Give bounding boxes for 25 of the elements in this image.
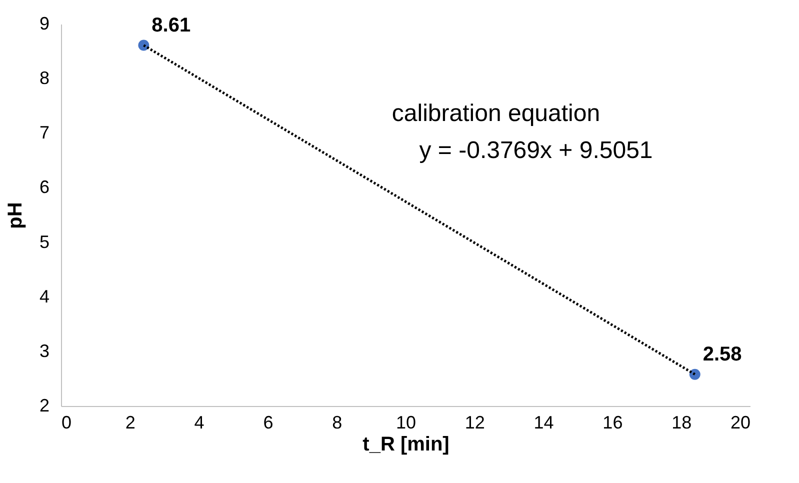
x-axis-title: t_R [min]	[362, 434, 450, 456]
y-tick-label: 7	[39, 122, 50, 143]
x-tick-label: 6	[263, 412, 274, 432]
y-tick-label: 4	[39, 286, 50, 306]
x-tick-label: 4	[194, 412, 204, 432]
y-tick-label: 2	[39, 396, 50, 416]
data-label: 8.61	[152, 14, 191, 36]
y-tick-label: 8	[39, 68, 50, 88]
x-tick-label: 10	[396, 412, 416, 432]
y-tick-label: 5	[39, 232, 50, 252]
annotation: y = -0.3769x + 9.5051	[419, 137, 653, 164]
x-tick-label: 0	[62, 412, 72, 432]
x-tick-label: 14	[534, 412, 554, 432]
y-axis-title: pH	[4, 202, 26, 229]
data-label: 2.58	[702, 343, 742, 366]
x-tick-label: 16	[602, 412, 623, 432]
x-tick-label: 12	[464, 412, 485, 432]
annotation: calibration equation	[392, 100, 600, 127]
y-tick-label: 3	[39, 340, 50, 361]
x-tick-label: 20	[730, 412, 750, 432]
x-tick-label: 18	[672, 412, 692, 432]
x-tick-label: 2	[125, 412, 136, 432]
y-tick-label: 9	[39, 14, 50, 34]
x-tick-label: 8	[332, 412, 342, 432]
y-tick-label: 6	[39, 177, 50, 198]
